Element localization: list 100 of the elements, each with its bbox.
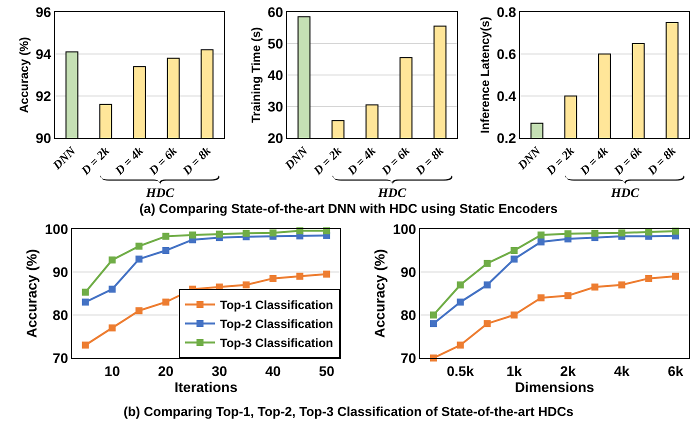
x-tick-label: 20: [158, 362, 174, 379]
x-tick-label: D = 8k: [412, 144, 446, 178]
text: HDC: [610, 185, 640, 200]
point: [242, 230, 250, 237]
y-tick-label: 96: [36, 4, 52, 20]
x-axis-title: Iterations: [174, 378, 238, 395]
y-axis-title: Accuracy (%): [371, 249, 388, 338]
point: [591, 230, 598, 237]
x-tick-label: 10: [104, 362, 120, 379]
y-tick-label: 0.4: [496, 88, 516, 104]
point: [189, 232, 196, 239]
point: [484, 281, 491, 288]
point: [162, 247, 170, 254]
point: [645, 274, 652, 282]
text: HDC: [377, 185, 406, 200]
point: [108, 256, 116, 264]
point: [510, 312, 518, 318]
y-tick-label: 0.2: [496, 130, 516, 146]
text: (a) Comparing State-of-the-art DNN with HDC using Static Encoders: [138, 201, 559, 216]
y-tick-label: 60: [268, 4, 284, 20]
point: [564, 292, 572, 300]
x-tick-label: 30: [212, 362, 228, 379]
legend-label: Top-1 Classification: [220, 298, 334, 312]
point: [564, 230, 572, 238]
point: [484, 260, 491, 267]
point: [162, 232, 170, 240]
y-tick-label: 70: [400, 350, 416, 366]
point: [456, 298, 464, 306]
point: [510, 247, 518, 254]
y-tick-label: 92: [36, 88, 52, 104]
point: [618, 229, 626, 236]
x-tick-label: D = 2k: [78, 144, 112, 178]
y-axis-title: Training Time (s): [248, 27, 263, 123]
point: [538, 232, 545, 239]
x-tick-label: D = 6k: [378, 144, 412, 178]
point: [136, 242, 142, 250]
point: [323, 270, 330, 278]
y-tick-label: 70: [52, 350, 68, 366]
y-tick-label: 100: [44, 220, 68, 237]
x-tick-label: 2k: [560, 362, 576, 379]
y-tick-label: 80: [400, 306, 416, 323]
legend-label: Top-2 Classification: [220, 317, 334, 332]
y-axis-title: Accuracy (%): [23, 249, 40, 338]
x-tick-label: D = 4k: [112, 144, 146, 178]
point: [270, 229, 276, 236]
point: [645, 228, 652, 236]
point: [538, 294, 545, 302]
legend-label: Top-3 Classification: [220, 336, 334, 350]
y-tick-label: 40: [268, 66, 284, 83]
x-tick-label: D = 4k: [344, 144, 378, 178]
x-tick-label: D = 4k: [576, 144, 611, 178]
y-tick-label: 80: [52, 306, 68, 323]
y-tick-label: 0.8: [496, 4, 516, 20]
y-axis-title: Inference Latency(s): [478, 16, 492, 134]
point: [108, 286, 116, 293]
point: [296, 272, 304, 280]
x-tick-label: 6k: [668, 362, 684, 379]
x-tick-label: 0.5k: [446, 362, 474, 379]
y-tick-label: 30: [268, 98, 284, 114]
y-tick-label: 100: [392, 220, 416, 237]
x-tick-label: D = 8k: [179, 144, 214, 178]
y-tick-label: 20: [268, 130, 284, 146]
point: [82, 288, 89, 296]
point: [82, 342, 89, 349]
y-axis-title: Accuracy (%): [16, 36, 31, 114]
point: [136, 307, 142, 314]
y-tick-label: 90: [36, 130, 52, 146]
point: [618, 281, 626, 288]
point: [162, 298, 170, 306]
x-tick-label: D = 6k: [610, 144, 645, 178]
text: HDC: [145, 185, 174, 200]
y-tick-label: 90: [400, 264, 416, 280]
point: [216, 230, 223, 238]
point: [242, 281, 250, 288]
point: [456, 281, 464, 288]
x-tick-label: D = 8k: [644, 144, 678, 178]
point: [456, 342, 464, 349]
point: [82, 298, 89, 306]
x-tick-label: D = 2k: [310, 144, 344, 178]
text: (b) Comparing Top-1, Top-2, Top-3 Classification of State-of-the-art HDCs: [122, 404, 574, 419]
point: [108, 324, 116, 332]
x-tick-label: 4k: [614, 362, 630, 379]
point: [136, 256, 142, 263]
x-tick-label: D = 2k: [542, 144, 578, 178]
point: [270, 274, 276, 282]
y-tick-label: 94: [36, 46, 52, 62]
x-axis-title: Dimensions: [514, 378, 594, 395]
point: [672, 272, 680, 280]
point: [538, 238, 545, 246]
point: [510, 256, 518, 263]
y-tick-label: 90: [52, 264, 68, 280]
point: [484, 320, 491, 328]
y-tick-label: 50: [268, 35, 284, 52]
y-tick-label: 0.6: [496, 46, 516, 62]
point: [591, 284, 598, 291]
point: [430, 312, 437, 318]
x-tick-label: 1k: [506, 362, 522, 379]
point: [430, 320, 437, 328]
x-tick-label: D = 6k: [145, 144, 180, 178]
x-tick-label: 50: [318, 362, 335, 379]
